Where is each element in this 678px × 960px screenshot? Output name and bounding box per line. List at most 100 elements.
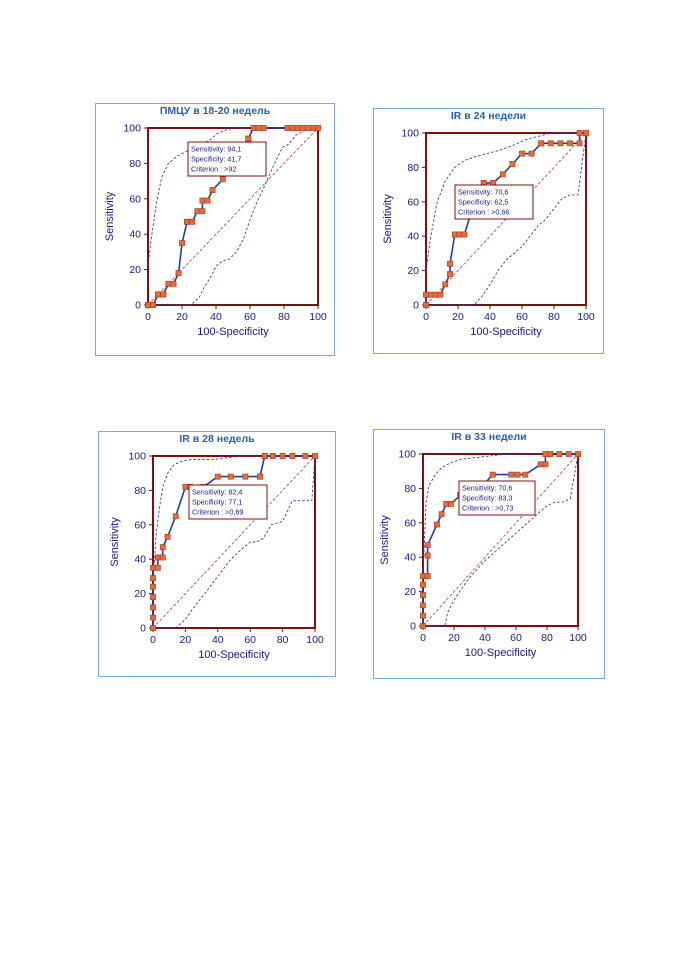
roc-point bbox=[451, 231, 458, 238]
roc-point bbox=[160, 291, 167, 298]
roc-point bbox=[214, 473, 221, 480]
roc-point bbox=[289, 125, 296, 131]
roc-panel-1: ПМЦУ в 18-20 недель 0 20 40 60 80 100 0 20 40 60 8… bbox=[95, 103, 335, 356]
roc-point bbox=[261, 453, 268, 459]
roc-point bbox=[250, 125, 257, 131]
roc-point bbox=[547, 451, 553, 457]
stats-line: Criterion : >0,69 bbox=[192, 508, 243, 517]
y-axis-label: Sensitivity bbox=[109, 517, 121, 567]
y-tick-label: 40 bbox=[129, 229, 141, 241]
roc-point bbox=[219, 176, 226, 183]
stats-line: Sensitivity: 94,1 bbox=[191, 145, 241, 154]
stats-box bbox=[454, 184, 534, 220]
roc-point bbox=[438, 511, 445, 518]
roc-point bbox=[448, 500, 454, 507]
roc-point bbox=[437, 291, 444, 298]
roc-point bbox=[284, 125, 291, 131]
roc-point bbox=[170, 280, 177, 287]
roc-point bbox=[424, 542, 431, 549]
roc-point bbox=[164, 533, 171, 540]
roc-point bbox=[538, 140, 545, 147]
ci-upper-curve bbox=[422, 453, 578, 575]
roc-point bbox=[434, 521, 440, 528]
y-tick-label: 40 bbox=[404, 552, 416, 564]
y-axis-label: Sensitivity bbox=[382, 194, 394, 244]
roc-point bbox=[315, 125, 321, 131]
roc-point bbox=[447, 260, 453, 267]
roc-point bbox=[199, 208, 206, 215]
x-tick-label: 60 bbox=[244, 634, 256, 646]
roc-point bbox=[461, 231, 468, 238]
stats-line: Criterion : >0,66 bbox=[458, 208, 509, 217]
ci-lower-curve bbox=[426, 132, 587, 306]
x-tick-label: 100 bbox=[309, 311, 327, 323]
roc-point bbox=[199, 197, 206, 204]
y-tick-label: 20 bbox=[404, 586, 416, 598]
y-tick-label: 80 bbox=[407, 162, 419, 174]
roc-point bbox=[279, 453, 286, 459]
roc-point bbox=[456, 231, 463, 238]
roc-point bbox=[154, 554, 161, 561]
roc-point bbox=[424, 573, 431, 580]
stats-line: Criterion : >92 bbox=[191, 165, 236, 174]
roc-point bbox=[565, 451, 572, 457]
roc-point bbox=[260, 125, 267, 131]
roc-point bbox=[420, 602, 426, 609]
y-tick-label: 60 bbox=[404, 517, 416, 529]
y-tick-label: 0 bbox=[413, 300, 419, 312]
x-axis-label: 100-Specificity bbox=[465, 647, 537, 659]
roc-point bbox=[179, 240, 185, 246]
x-tick-label: 20 bbox=[452, 311, 464, 323]
roc-point bbox=[508, 471, 515, 478]
x-tick-label: 80 bbox=[277, 634, 289, 646]
y-tick-label: 0 bbox=[410, 621, 416, 633]
roc-point bbox=[150, 583, 156, 590]
roc-point bbox=[310, 125, 316, 131]
ci-upper-curve bbox=[425, 132, 586, 271]
stats-line: Sensitivity: 70,6 bbox=[458, 188, 508, 197]
x-tick-label: 100 bbox=[577, 311, 595, 323]
roc-point bbox=[150, 594, 156, 600]
chart-title: IR в 24 недели bbox=[450, 110, 527, 122]
stats-line: Specificity: 83,3 bbox=[462, 494, 512, 503]
y-tick-label: 0 bbox=[140, 623, 146, 635]
x-tick-label: 40 bbox=[479, 632, 491, 644]
stats-line: Sensitivity: 70,6 bbox=[462, 484, 512, 493]
roc-point bbox=[514, 471, 521, 478]
roc-point bbox=[557, 140, 564, 147]
roc-point bbox=[420, 592, 426, 598]
y-tick-label: 100 bbox=[401, 128, 419, 140]
roc-point bbox=[499, 171, 506, 178]
x-tick-label: 80 bbox=[278, 311, 290, 323]
stats-box bbox=[187, 141, 267, 177]
y-tick-label: 100 bbox=[398, 449, 416, 461]
x-tick-label: 20 bbox=[176, 311, 188, 323]
roc-point bbox=[509, 161, 516, 167]
roc-point bbox=[294, 125, 301, 131]
roc-point bbox=[547, 140, 554, 147]
stats-box bbox=[188, 484, 268, 520]
roc-point bbox=[159, 554, 166, 561]
roc-point bbox=[150, 564, 156, 571]
x-tick-label: 40 bbox=[210, 311, 222, 323]
roc-point bbox=[194, 208, 201, 215]
x-axis-label: 100-Specificity bbox=[198, 649, 270, 661]
y-tick-label: 60 bbox=[407, 196, 419, 208]
x-tick-label: 0 bbox=[150, 634, 156, 646]
roc-point bbox=[182, 484, 189, 490]
roc-panel-4: IR в 33 недели 0 20 40 60 80 100 0 20 40 60 80 100 1… bbox=[373, 429, 605, 679]
roc-point bbox=[556, 451, 563, 457]
roc-point bbox=[204, 197, 211, 204]
stats-line: Specificity: 41,7 bbox=[191, 155, 241, 164]
roc-point bbox=[442, 281, 449, 288]
roc-chart-1: 0 20 40 60 80 100 0 20 40 60 80 100 100-Specificity S… bbox=[104, 123, 327, 339]
roc-point bbox=[583, 130, 589, 136]
roc-point bbox=[447, 271, 453, 277]
x-tick-label: 40 bbox=[484, 311, 496, 323]
y-tick-label: 0 bbox=[135, 300, 141, 312]
roc-point bbox=[245, 135, 252, 142]
roc-point bbox=[567, 140, 573, 147]
stats-line: Criterion : >0,73 bbox=[462, 504, 513, 513]
x-tick-label: 40 bbox=[212, 634, 224, 646]
roc-panel-3: IR в 28 недель 0 20 40 60 80 100 0 20 40 60 80 100 1… bbox=[98, 431, 336, 677]
